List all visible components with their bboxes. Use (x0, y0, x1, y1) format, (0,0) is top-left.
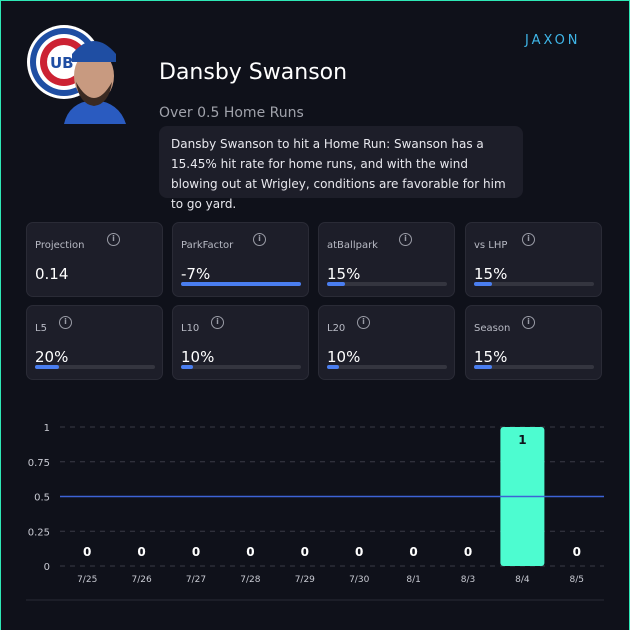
stat-value: 20% (35, 348, 69, 366)
info-icon[interactable]: i (399, 233, 412, 246)
stat-label: Season (474, 323, 511, 334)
info-icon[interactable]: i (211, 316, 224, 329)
x-tick-label: 7/28 (240, 575, 260, 585)
stat-label: L20 (327, 323, 346, 334)
bar-value-label: 1 (518, 433, 526, 447)
stat-card-l10: L10 i 10% (172, 305, 309, 380)
stat-value: 10% (327, 348, 361, 366)
info-icon[interactable]: i (107, 233, 120, 246)
player-headshot-with-team-logo: UB (27, 25, 126, 124)
bar-value-label: 0 (192, 545, 200, 559)
stat-card-season: Season i 15% (465, 305, 602, 380)
y-tick-label: 0.5 (34, 493, 50, 504)
bar-value-label: 0 (301, 545, 309, 559)
stat-card-parkfactor: ParkFactor i -7% (172, 222, 309, 297)
stat-value: 10% (181, 348, 215, 366)
stat-card-projection: Projection i 0.14 (26, 222, 163, 297)
stat-label: L5 (35, 323, 47, 334)
bar-value-label: 0 (464, 545, 472, 559)
player-name: Dansby Swanson (159, 60, 348, 85)
info-icon[interactable]: i (522, 316, 535, 329)
stat-bar (35, 365, 155, 369)
stat-bar (327, 282, 447, 286)
info-icon[interactable]: i (59, 316, 72, 329)
stat-value: 15% (327, 265, 361, 283)
y-tick-label: 1 (44, 423, 50, 434)
stat-bar (181, 365, 301, 369)
x-tick-label: 7/29 (295, 575, 315, 585)
stat-label: ParkFactor (181, 240, 234, 251)
stat-card-l5: L5 i 20% (26, 305, 163, 380)
stat-bar (474, 365, 594, 369)
stat-bar (181, 282, 301, 286)
info-icon[interactable]: i (253, 233, 266, 246)
stat-label: atBallpark (327, 240, 378, 251)
stat-label: L10 (181, 323, 200, 334)
prop-title: Over 0.5 Home Runs (159, 105, 304, 121)
x-tick-label: 8/5 (570, 575, 584, 585)
team-logo-text: UB (50, 54, 74, 72)
stat-value: 15% (474, 348, 508, 366)
bar-value-label: 0 (355, 545, 363, 559)
description: Dansby Swanson to hit a Home Run: Swanso… (159, 126, 523, 211)
stat-value: 15% (474, 265, 508, 283)
bar-value-label: 0 (246, 545, 254, 559)
stat-card-atballpark: atBallpark i 15% (318, 222, 455, 297)
stat-bar (474, 282, 594, 286)
stat-value: 0.14 (35, 265, 69, 283)
info-icon[interactable]: i (357, 316, 370, 329)
x-tick-label: 8/1 (406, 575, 420, 585)
y-tick-label: 0.75 (28, 458, 50, 469)
stat-card-l20: L20 i 10% (318, 305, 455, 380)
x-tick-label: 7/27 (186, 575, 206, 585)
x-tick-label: 8/3 (461, 575, 475, 585)
stat-label: Projection (35, 240, 85, 251)
stat-value: -7% (181, 265, 211, 283)
stat-card-vs-lhp: vs LHP i 15% (465, 222, 602, 297)
bar-value-label: 0 (409, 545, 417, 559)
bar-value-label: 0 (83, 545, 91, 559)
bar-value-label: 0 (137, 545, 145, 559)
info-icon[interactable]: i (522, 233, 535, 246)
y-tick-label: 0 (44, 562, 50, 573)
x-tick-label: 7/26 (131, 575, 151, 585)
y-tick-label: 0.25 (28, 527, 50, 538)
x-tick-label: 7/30 (349, 575, 369, 585)
bar-value-label: 0 (573, 545, 581, 559)
x-tick-label: 7/25 (77, 575, 97, 585)
brand-logo: JAXON (525, 33, 581, 48)
stat-bar (327, 365, 447, 369)
stat-label: vs LHP (474, 240, 508, 251)
x-tick-label: 8/4 (515, 575, 530, 585)
